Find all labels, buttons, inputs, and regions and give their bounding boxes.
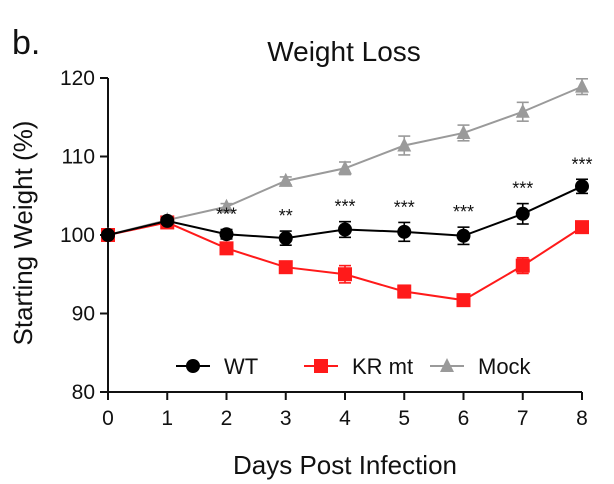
significance-label: *** [512, 179, 533, 199]
significance-label: ** [279, 206, 293, 226]
y-tick-label: 120 [60, 67, 95, 90]
legend-marker-mock [440, 357, 454, 373]
significance-label: *** [216, 205, 237, 225]
x-tick-label: 0 [102, 407, 114, 430]
data-point-kr-mt [515, 258, 530, 273]
data-point-wt [278, 231, 293, 246]
data-point-mock [515, 103, 530, 118]
data-point-wt [397, 224, 412, 239]
x-axis-label: Days Post Infection [233, 450, 457, 480]
significance-label: *** [571, 154, 592, 174]
y-tick-label: 90 [72, 303, 95, 326]
legend-marker-kr-mt [314, 359, 328, 373]
data-point-mock [456, 124, 471, 139]
data-point-mock [219, 198, 234, 213]
x-tick-label: 2 [221, 407, 233, 430]
panel-label: b. [12, 24, 40, 62]
data-point-kr-mt [575, 220, 589, 235]
axes: 80 90 100 110 120 0 1 2 3 4 5 6 7 8 [60, 67, 588, 430]
legend-label-mock: Mock [478, 354, 532, 379]
y-tick-label: 100 [60, 224, 95, 247]
data-point-mock [397, 137, 412, 152]
data-point-wt [575, 179, 589, 194]
data-point-wt [515, 206, 530, 221]
legend: WT KR mt Mock [176, 354, 532, 379]
significance-label: *** [453, 202, 474, 222]
significance-label: *** [394, 197, 415, 217]
x-tick-label: 4 [339, 407, 351, 430]
y-tick-label: 110 [62, 146, 95, 169]
data-point-kr-mt [397, 284, 412, 299]
x-tick-label: 3 [280, 407, 292, 430]
data-point-wt [160, 213, 175, 228]
legend-label-kr-mt: KR mt [352, 354, 413, 379]
data-point-mock [575, 78, 589, 93]
data-point-wt [456, 228, 471, 243]
legend-marker-wt [186, 359, 200, 373]
chart-title: Weight Loss [267, 36, 421, 67]
y-axis-label: Starting Weight (%) [8, 121, 38, 346]
x-tick-label: 6 [458, 407, 470, 430]
data-point-mock [338, 160, 352, 175]
x-tick-label: 8 [576, 407, 588, 430]
data-point-mock [278, 172, 293, 187]
y-tick-label: 80 [72, 381, 95, 404]
data-point-kr-mt [456, 293, 471, 308]
significance-label: *** [334, 197, 355, 217]
plot-area: *** ** *** *** ********* [101, 77, 593, 308]
legend-label-wt: WT [224, 354, 258, 379]
data-point-wt [338, 222, 352, 237]
data-point-kr-mt [278, 260, 293, 275]
data-point-wt [101, 228, 115, 242]
data-point-kr-mt [219, 241, 234, 256]
data-point-kr-mt [338, 267, 352, 282]
x-tick-label: 5 [398, 407, 410, 430]
x-tick-label: 7 [517, 407, 529, 430]
x-tick-label: 1 [161, 407, 173, 430]
data-point-wt [219, 227, 234, 242]
